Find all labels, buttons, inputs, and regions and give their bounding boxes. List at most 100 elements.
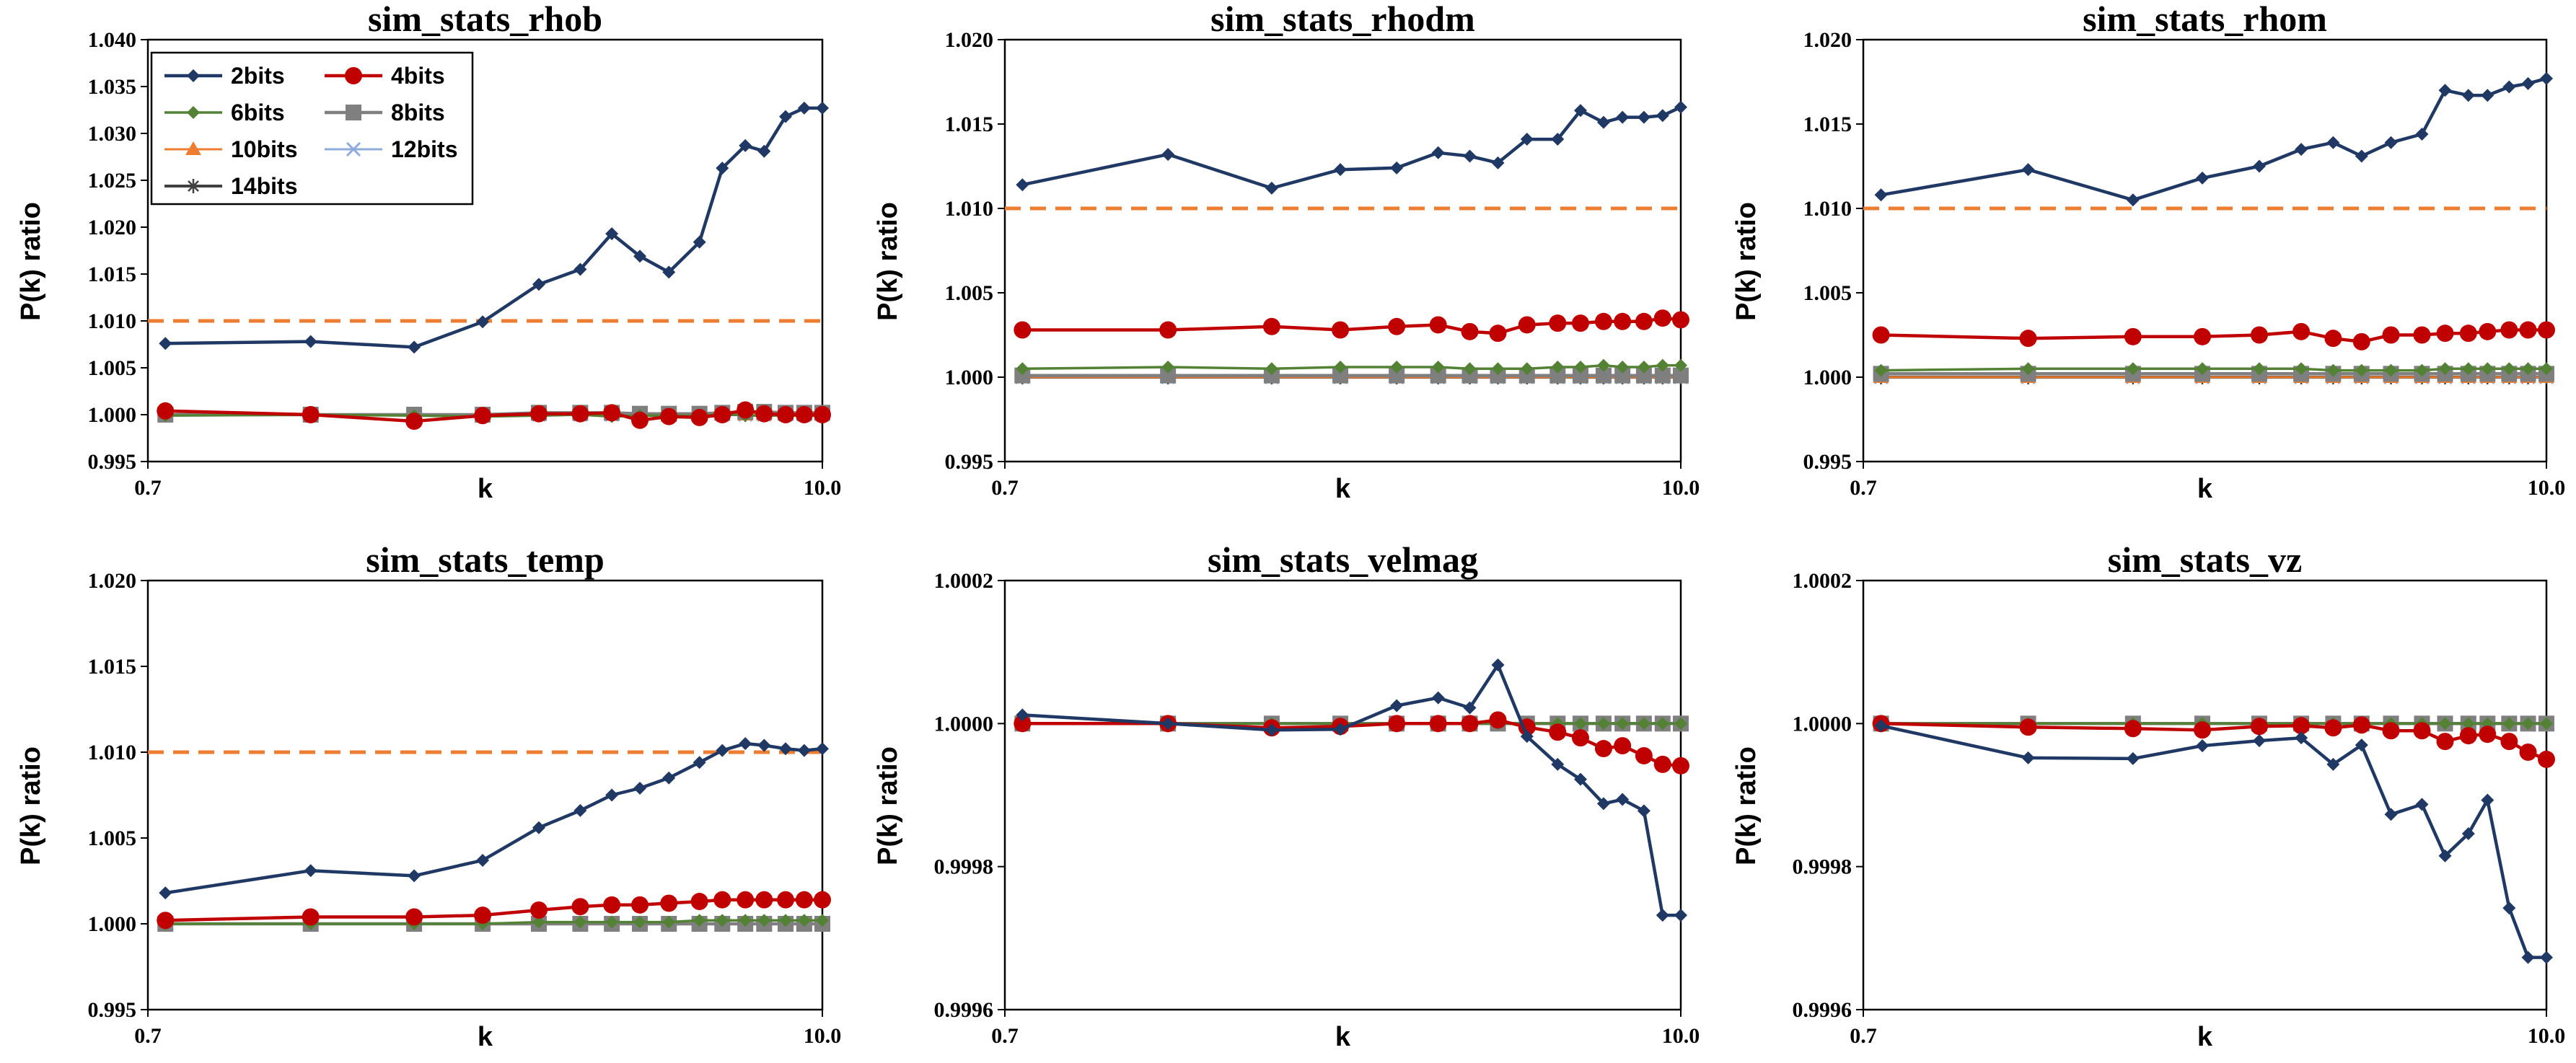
series-line-4bits <box>1022 316 1682 335</box>
data-point-4bits <box>1614 737 1632 755</box>
data-point-4bits <box>1014 715 1032 733</box>
data-point-4bits <box>2436 733 2454 751</box>
series-2bits <box>1016 658 1687 922</box>
data-point-2bits <box>605 227 619 241</box>
data-point-2bits <box>2438 849 2452 863</box>
data-point-6bits <box>2438 362 2452 376</box>
data-point-8bits <box>1490 367 1506 384</box>
data-point-2bits <box>662 265 676 279</box>
data-point-2bits <box>159 886 172 900</box>
data-point-4bits <box>2500 321 2518 339</box>
panels-group: sim_stats_rhob 0.995 1.000 1.005 1.010 1.015 1… <box>16 0 2565 1052</box>
series-4bits <box>1014 309 1689 343</box>
chart-title: sim_stats_rhom <box>2083 0 2327 39</box>
data-point-4bits <box>1489 325 1507 343</box>
data-point-4bits <box>713 406 731 423</box>
data-point-6bits <box>2021 362 2035 376</box>
data-point-4bits <box>474 907 492 925</box>
data-point-2bits <box>662 771 676 785</box>
data-point-2bits <box>2481 793 2494 807</box>
data-point-6bits <box>1656 717 1669 731</box>
data-point-2bits <box>1551 133 1565 146</box>
y-tick-label: 1.000 <box>1803 366 1852 389</box>
data-point-2bits <box>1390 699 1404 713</box>
data-point-2bits <box>573 803 587 817</box>
data-point-4bits <box>302 406 320 423</box>
data-point-4bits <box>660 894 678 912</box>
y-tick-label: 0.9998 <box>934 855 994 879</box>
data-point-6bits <box>1656 358 1669 372</box>
data-point-2bits <box>2252 159 2266 173</box>
data-point-4bits <box>814 891 831 909</box>
series-line-6bits <box>1022 363 1681 371</box>
data-point-2bits <box>1656 909 1669 922</box>
y-tick-label: 1.005 <box>945 281 994 305</box>
chart-panel-4: sim_stats_temp 0.995 1.000 1.005 1.010 1.015 1… <box>16 539 841 1052</box>
data-point-4bits <box>1614 312 1632 330</box>
data-point-4bits <box>2124 327 2142 345</box>
data-point-4bits <box>777 891 795 909</box>
data-point-2bits <box>1016 178 1029 192</box>
series-4bits <box>157 891 831 930</box>
y-axis-label: P(k) ratio <box>16 202 46 321</box>
series-line-6bits <box>165 919 822 925</box>
y-tick-label: 1.010 <box>88 309 137 333</box>
data-point-4bits <box>529 405 548 423</box>
data-point-2bits <box>304 864 317 878</box>
y-tick-label: 1.0000 <box>1793 712 1852 736</box>
data-point-2bits <box>2021 163 2035 177</box>
legend-marker-4bits <box>345 67 362 84</box>
series-line-2bits <box>1022 663 1681 917</box>
data-point-2bits <box>304 335 317 348</box>
data-point-2bits <box>159 337 172 350</box>
data-point-2bits <box>2126 751 2140 765</box>
data-point-4bits <box>2019 330 2037 348</box>
data-point-4bits <box>1489 711 1507 729</box>
data-point-6bits <box>2502 717 2516 731</box>
data-point-2bits <box>816 742 829 756</box>
chart-title: sim_stats_velmag <box>1208 539 1478 580</box>
x-tick-label: 10.0 <box>1662 476 1700 500</box>
plot-area <box>1862 579 2548 1011</box>
y-tick-label: 1.025 <box>88 169 137 193</box>
y-axis-label: P(k) ratio <box>873 202 903 321</box>
y-tick-label: 1.015 <box>1803 113 1852 136</box>
data-point-4bits <box>2436 325 2454 343</box>
data-point-6bits <box>605 915 619 929</box>
legend-label: 2bits <box>231 63 285 89</box>
data-point-2bits <box>1431 146 1445 159</box>
data-point-2bits <box>2521 76 2535 90</box>
data-point-2bits <box>1161 717 1175 731</box>
y-tick-label: 1.015 <box>945 113 994 136</box>
data-point-2bits <box>2252 734 2266 748</box>
data-point-6bits <box>1463 362 1477 376</box>
legend-entry-10bits: 10bits <box>164 136 297 162</box>
data-point-4bits <box>529 901 548 919</box>
data-point-6bits <box>797 914 811 927</box>
plot-area <box>1003 38 1682 463</box>
series-line-4bits <box>1881 722 2547 761</box>
data-point-2bits <box>716 162 729 175</box>
series-line-4bits <box>1881 328 2546 344</box>
data-point-2bits <box>2461 827 2475 841</box>
series-line-4bits <box>1022 718 1682 768</box>
data-point-2bits <box>1573 772 1587 786</box>
legend-entry-8bits: 8bits <box>325 100 445 125</box>
data-point-4bits <box>2519 321 2537 339</box>
data-point-6bits <box>1520 362 1534 376</box>
data-point-6bits <box>2540 717 2553 731</box>
data-point-6bits <box>2521 362 2535 376</box>
data-point-4bits <box>1594 740 1612 758</box>
data-point-6bits <box>532 915 545 929</box>
series-line-2bits <box>1881 724 2546 959</box>
data-point-6bits <box>2415 363 2429 377</box>
plot-area <box>1862 38 2548 463</box>
y-tick-label: 1.010 <box>945 197 994 221</box>
data-point-6bits <box>816 914 829 927</box>
data-point-4bits <box>2459 727 2477 745</box>
data-point-4bits <box>631 896 649 914</box>
data-point-6bits <box>2461 717 2475 731</box>
data-point-2bits <box>2355 738 2368 752</box>
data-point-2bits <box>1616 793 1630 806</box>
legend-entry-4bits: 4bits <box>325 63 445 89</box>
